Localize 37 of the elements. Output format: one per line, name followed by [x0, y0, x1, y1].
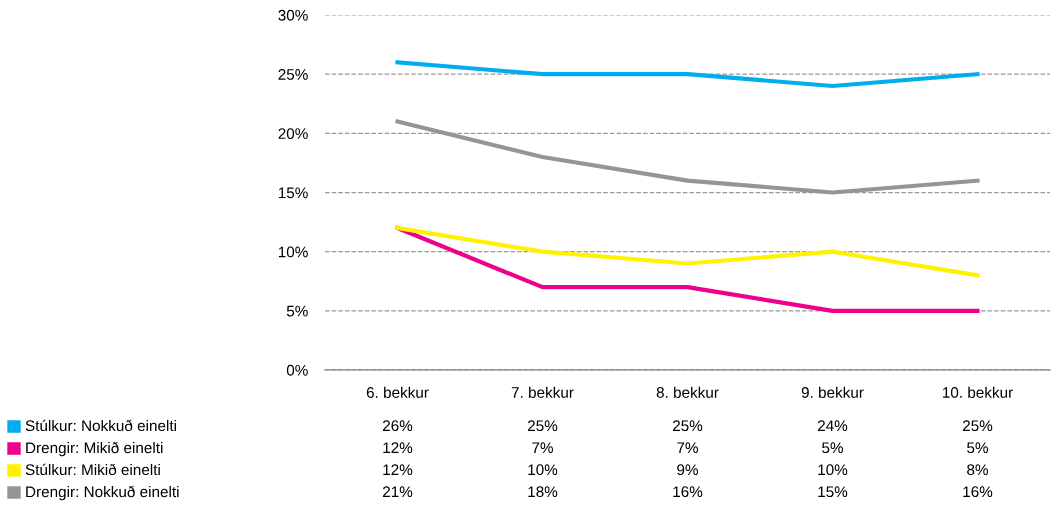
data-label: 15% — [818, 486, 848, 498]
line-series — [395, 225, 980, 278]
y-tick-label: 0% — [286, 364, 308, 376]
y-tick-label: 15% — [278, 187, 308, 199]
data-label: 8% — [967, 464, 988, 476]
data-label: 5% — [967, 442, 988, 454]
legend-label: Stúlkur: Mikið einelti — [25, 463, 160, 476]
legend-label: Stúlkur: Nokkuð einelti — [25, 419, 176, 432]
data-label: 16% — [963, 486, 993, 498]
data-label: 25% — [962, 420, 993, 432]
data-label: 16% — [673, 486, 703, 498]
data-label: 7% — [532, 442, 553, 454]
data-label: 24% — [817, 420, 848, 432]
y-tick-label: 20% — [278, 128, 308, 140]
x-tick-label: 7. bekkur — [511, 386, 574, 398]
data-label: 12% — [383, 464, 413, 476]
data-label: 10% — [528, 464, 558, 476]
legend-label: Drengir: Nokkuð einelti — [26, 485, 179, 501]
data-label: 12% — [383, 442, 413, 454]
data-label: 10% — [818, 464, 848, 476]
data-label: 7% — [677, 442, 698, 454]
y-tick-label: 10% — [278, 246, 308, 258]
y-tick-label: 30% — [278, 9, 308, 21]
y-tick-label: 5% — [286, 305, 308, 317]
data-label: 9% — [677, 464, 698, 476]
data-label: 21% — [382, 486, 413, 498]
x-tick-label: 6. bekkur — [366, 386, 429, 398]
data-label: 25% — [672, 420, 703, 432]
x-tick-label: 10. bekkur — [943, 386, 1013, 398]
y-tick-label: 25% — [278, 69, 308, 80]
x-tick-label: 9. bekkur — [801, 386, 864, 398]
data-label: 5% — [822, 442, 843, 454]
data-label: 25% — [527, 420, 558, 432]
data-label: 18% — [528, 486, 558, 498]
x-tick-label: 8. bekkur — [656, 386, 719, 398]
legend-label: Drengir: Mikið einelti — [26, 441, 163, 457]
data-label: 26% — [382, 420, 413, 432]
